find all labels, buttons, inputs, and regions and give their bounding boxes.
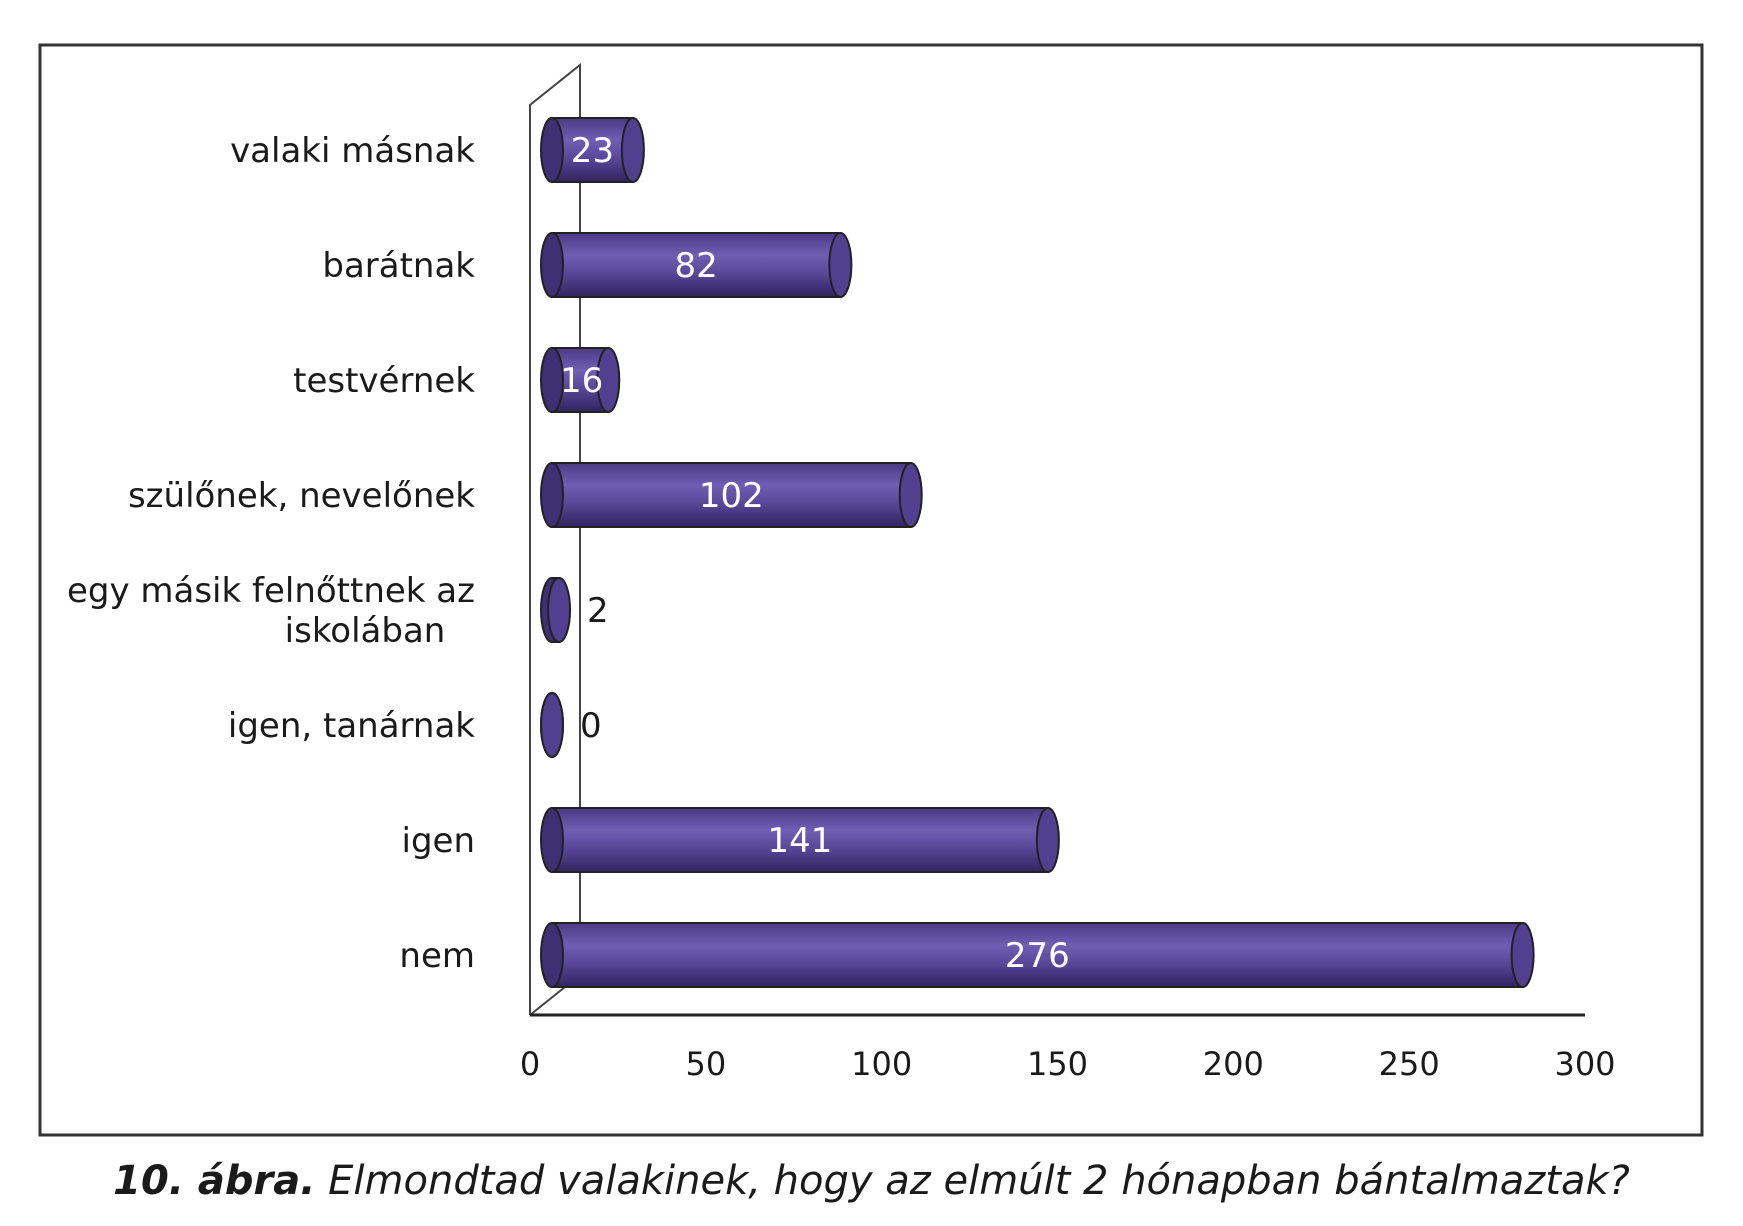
category-label: egy másik felnőttnek az iskolában (67, 571, 475, 651)
category-label: barátnak (322, 246, 475, 286)
category-label: igen (402, 821, 476, 861)
bar-end-cap (1510, 922, 1535, 988)
bar-value-label: 16 (560, 361, 603, 401)
labels: 0 50 100 150 200 250 300 23 valaki másnak 82 barát… (67, 131, 1616, 1083)
bar-value-label: 2 (587, 591, 609, 631)
category-label-line: igen, tanárnak (228, 706, 475, 746)
category-label-line: egy másik felnőttnek az (67, 571, 475, 611)
chart-border (38, 43, 1704, 1137)
category-label: szülőnek, nevelőnek (128, 476, 475, 516)
bar-end-cap (620, 117, 645, 183)
category-label-line: nem (399, 936, 475, 976)
bar-base-cap (540, 117, 564, 183)
bar-base-cap (540, 807, 564, 873)
category-label-line: testvérnek (293, 361, 475, 401)
category-label-line: iskolában (285, 611, 446, 651)
x-tick-label: 100 (851, 1045, 912, 1083)
bar-end-cap (828, 232, 853, 298)
bar-value-label: 0 (580, 706, 602, 746)
bar-value-label: 82 (675, 246, 718, 286)
bar-base-cap (540, 232, 564, 298)
bar-value-label: 102 (699, 476, 764, 516)
bar (551, 807, 1049, 873)
bar (551, 922, 1524, 988)
bar-value-label: 276 (1005, 936, 1070, 976)
figure-caption: 10. ábra. Elmondtad valakinek, hogy az e… (0, 1158, 1743, 1204)
category-label: testvérnek (293, 361, 475, 401)
x-tick-label: 50 (685, 1045, 726, 1083)
bar (551, 117, 634, 183)
bar-end-cap (540, 692, 564, 758)
x-tick-label: 250 (1379, 1045, 1440, 1083)
caption-number: 10. ábra. (113, 1158, 316, 1204)
caption-text: Elmondtad valakinek, hogy az elmúlt 2 hó… (328, 1158, 1630, 1204)
bar-value-label: 141 (767, 821, 832, 861)
bar-value-label: 23 (571, 131, 614, 171)
bar-end-cap (547, 577, 572, 643)
x-tick-label: 0 (520, 1045, 540, 1083)
x-tick-label: 150 (1027, 1045, 1088, 1083)
category-label: valaki másnak (230, 131, 475, 171)
category-label-line: barátnak (322, 246, 475, 286)
category-label: igen, tanárnak (228, 706, 475, 746)
bar-end-cap (898, 462, 923, 528)
category-label-line: valaki másnak (230, 131, 475, 171)
category-label-line: szülőnek, nevelőnek (128, 476, 475, 516)
bars (540, 117, 1535, 988)
bar-end-cap (596, 347, 621, 413)
bar-end-cap (1035, 807, 1060, 873)
bar-base-cap (540, 347, 564, 413)
category-label: nem (399, 936, 475, 976)
bar-base-cap (540, 922, 564, 988)
x-tick-label: 200 (1203, 1045, 1264, 1083)
bar-base-cap (540, 462, 564, 528)
category-label-line: igen (402, 821, 476, 861)
x-tick-label: 300 (1554, 1045, 1615, 1083)
